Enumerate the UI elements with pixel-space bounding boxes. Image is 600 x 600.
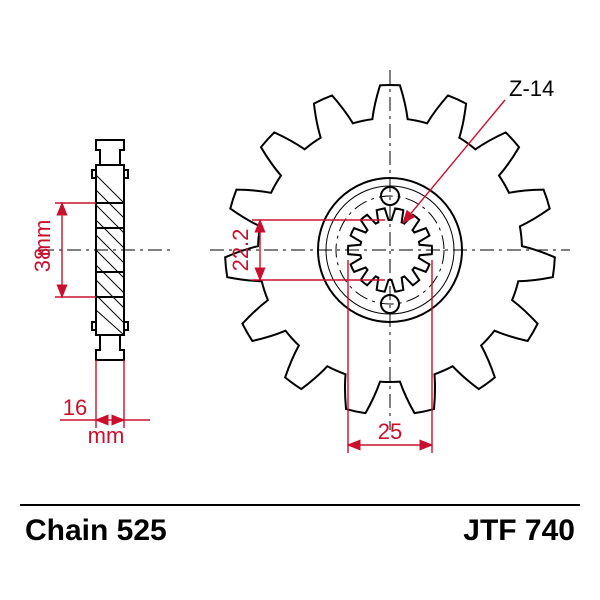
sprocket-front-view: Z-14 22.2 25 [210, 70, 570, 453]
drawing-svg: 38 mm 16 mm Z-14 [0, 0, 600, 600]
dim-22-2: 22.2 [228, 220, 385, 280]
chain-spec-label: Chain 525 [25, 514, 167, 547]
z-value: Z-14 [509, 76, 554, 101]
dim-25-value: 25 [378, 419, 402, 444]
dim-16-unit: mm [88, 423, 125, 448]
dim-16mm: 16 mm [60, 360, 150, 448]
side-cross-section: 38 mm 16 mm [30, 140, 175, 448]
engineering-drawing: { "drawing": { "part_number": "JTF 740",… [0, 0, 600, 600]
dim-38-unit: mm [30, 220, 55, 257]
dim-22-2-value: 22.2 [228, 229, 253, 272]
dim-16-value: 16 [63, 395, 87, 420]
part-number-label: JTF 740 [463, 514, 575, 547]
callout-z14: Z-14 [403, 76, 554, 223]
